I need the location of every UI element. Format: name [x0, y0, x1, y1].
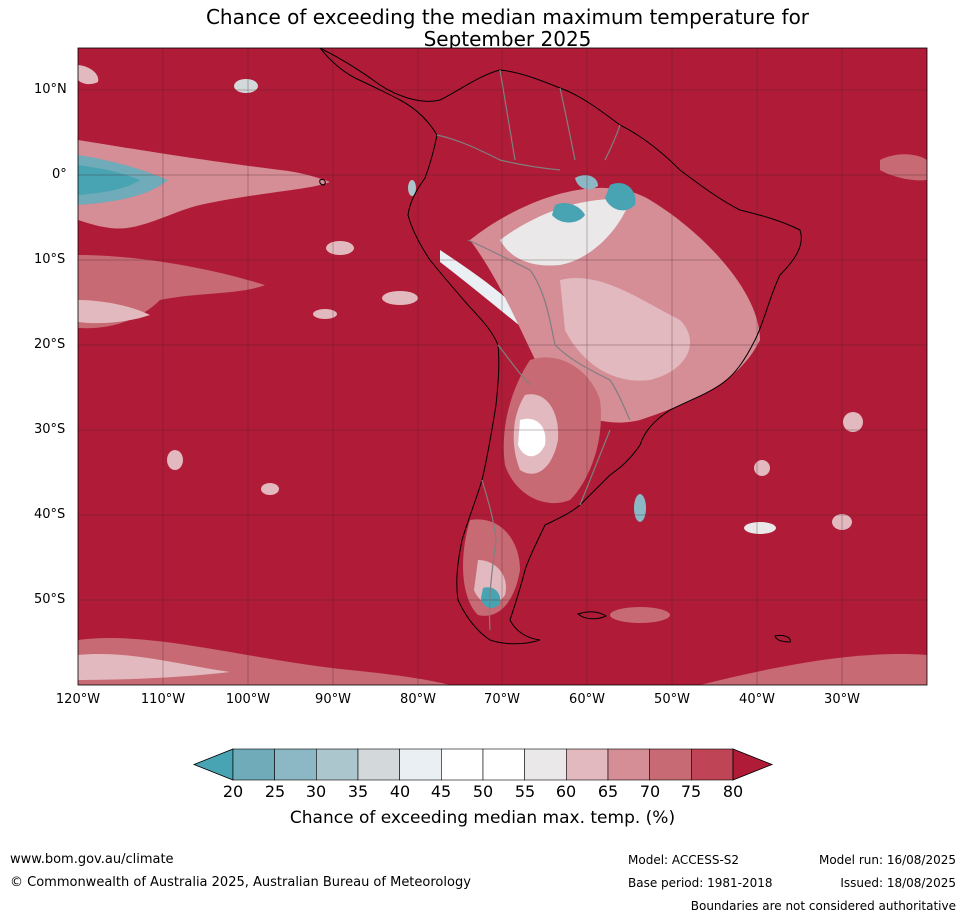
patch-pacific-band-light — [78, 300, 150, 324]
patch-patagonia-cool — [481, 587, 501, 609]
lat-label-10s: 10°S — [34, 252, 66, 267]
colorbar-tick-25: 25 — [264, 782, 286, 801]
footer-copyright: © Commonwealth of Australia 2025, Austra… — [10, 875, 471, 890]
colorbar-segments — [192, 748, 774, 781]
lon-label-120w: 120°W — [55, 692, 101, 707]
colorbar-segment — [566, 748, 609, 781]
colorbar-segment — [649, 748, 692, 781]
probability-patches — [78, 65, 927, 685]
patch-small-4 — [313, 309, 337, 319]
patch-argentina-white — [518, 418, 546, 457]
colorbar-segment — [399, 748, 442, 781]
footer-base-period: Base period: 1981-2018 — [628, 876, 773, 890]
footer-issued: Issued: 18/08/2025 — [840, 876, 956, 890]
colorbar-tick-65: 65 — [597, 782, 619, 801]
colorbar-tick-45: 45 — [430, 782, 452, 801]
patch-small-11 — [261, 483, 279, 495]
patch-nw-corner — [78, 65, 99, 85]
patch-equatorial-pacific — [78, 140, 330, 229]
footer-disclaimer: Boundaries are not considered authoritat… — [690, 899, 956, 913]
footer-url: www.bom.gov.au/climate — [10, 852, 174, 867]
patch-small-3 — [382, 291, 418, 305]
patch-small-1 — [234, 79, 258, 93]
patch-amazon-cool-1 — [552, 203, 585, 223]
lat-label-10n: 10°N — [34, 82, 67, 97]
colorbar-tick-70: 70 — [639, 782, 661, 801]
colorbar-segment — [524, 748, 567, 781]
gridlines — [78, 48, 927, 685]
islands — [319, 179, 791, 643]
lon-label-60w: 60°W — [569, 692, 605, 707]
patch-small-12 — [408, 180, 416, 196]
colorbar-segment — [274, 748, 317, 781]
lat-label-30s: 30°S — [34, 422, 66, 437]
footer-model: Model: ACCESS-S2 — [628, 853, 740, 867]
lat-label-50s: 50°S — [34, 592, 66, 607]
lon-label-30w: 30°W — [824, 692, 860, 707]
country-borders — [436, 69, 631, 631]
patch-atlantic-east — [880, 154, 927, 181]
footer-model-run: Model run: 16/08/2025 — [818, 853, 956, 867]
patch-small-5 — [744, 522, 776, 534]
colorbar-segment — [482, 748, 525, 781]
lon-label-40w: 40°W — [739, 692, 775, 707]
patch-small-8 — [843, 412, 863, 432]
lon-label-100w: 100°W — [225, 692, 271, 707]
colorbar-tick-60: 60 — [555, 782, 577, 801]
colorbar-tick-80: 80 — [722, 782, 744, 801]
patch-small-10 — [167, 450, 183, 470]
lon-label-80w: 80°W — [400, 692, 436, 707]
colorbar-extend-low — [192, 748, 234, 781]
lon-label-110w: 110°W — [140, 692, 186, 707]
lon-label-50w: 50°W — [654, 692, 690, 707]
patch-small-13 — [610, 607, 670, 623]
patch-equatorial-pacific-core — [78, 165, 140, 195]
colorbar-tick-40: 40 — [389, 782, 411, 801]
patch-amazon-cool-2 — [605, 182, 636, 211]
patch-south-pacific-bottom-light — [78, 653, 230, 680]
patch-amazon-white — [500, 199, 630, 266]
lat-label-20s: 20°S — [34, 337, 66, 352]
colorbar-tick-30: 30 — [305, 782, 327, 801]
lon-label-70w: 70°W — [484, 692, 520, 707]
colorbar-tick-35: 35 — [347, 782, 369, 801]
colorbar-segment — [607, 748, 650, 781]
colorbar-segment — [441, 748, 484, 781]
map-title-line1: Chance of exceeding the median maximum t… — [205, 5, 810, 29]
colorbar-tick-20: 20 — [222, 782, 244, 801]
colorbar-segment — [357, 748, 400, 781]
map-title-line2: September 2025 — [423, 27, 592, 51]
lat-label-40s: 40°S — [34, 507, 66, 522]
colorbar-tick-55: 55 — [514, 782, 536, 801]
colorbar-segment — [691, 748, 734, 781]
lon-label-90w: 90°W — [315, 692, 351, 707]
colorbar-segment — [232, 748, 275, 781]
colorbar-tick-75: 75 — [680, 782, 702, 801]
patch-amazon-cool-3 — [575, 175, 598, 190]
patch-brazil-light — [560, 278, 690, 381]
colorbar-segment — [316, 748, 359, 781]
lat-label-0: 0° — [52, 167, 67, 182]
patch-small-9 — [754, 460, 770, 476]
colorbar-extend-high — [732, 748, 774, 781]
colorbar-label: Chance of exceeding median max. temp. (%… — [289, 808, 676, 828]
colorbar-tick-50: 50 — [472, 782, 494, 801]
south-america-coastline — [319, 48, 802, 645]
